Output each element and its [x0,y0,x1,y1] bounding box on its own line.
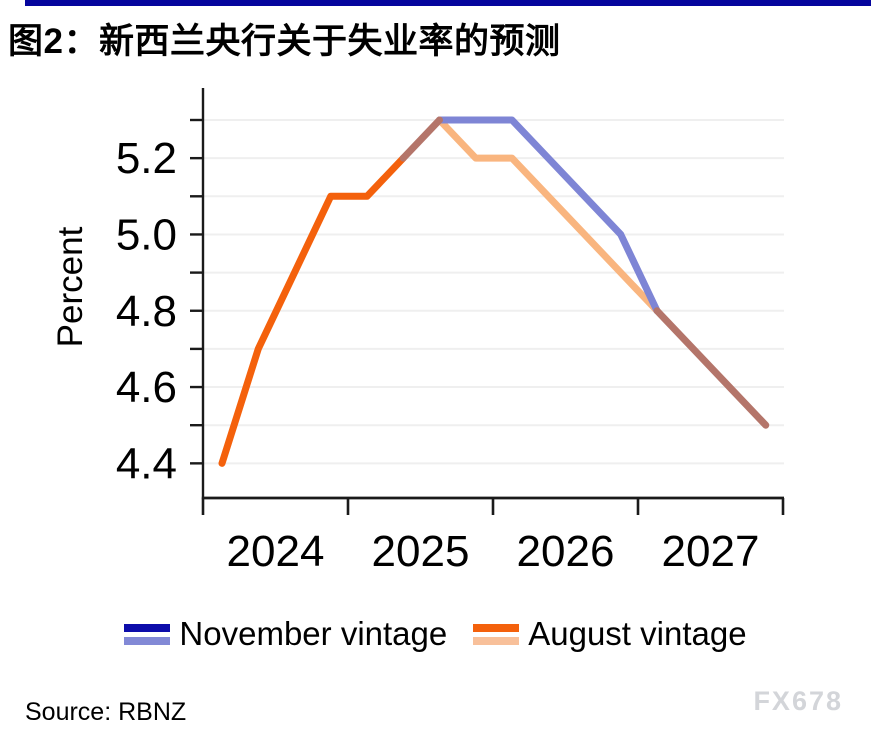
x-tick-label: 2024 [227,527,325,576]
november-history-swatch [124,623,171,632]
august-history-swatch [473,623,520,632]
series-segment-august-history [218,154,407,467]
y-tick-label: 4.8 [116,287,177,336]
legend-label-august: August vintage [528,615,747,652]
page-title: 图2：新西兰央行关于失业率的预测 [8,22,561,61]
watermark: FX678 [753,686,843,716]
x-tick-label: 2027 [662,527,760,576]
series-segment-august-forecast [436,116,661,315]
november-line-icon [124,623,171,645]
y-tick-label: 4.4 [116,439,177,488]
source-text: Source: RBNZ [25,698,187,726]
unemployment-forecast-chart: 5.2 5.0 4.8 4.6 4.4 2024 2025 2026 2027 Percent [51,88,785,576]
chart-legend: November vintage August vintage [0,614,871,654]
legend-label-november: November vintage [179,615,448,652]
y-tick-label: 4.6 [116,363,177,412]
top-accent-bar [25,0,871,6]
legend-item-august: August vintage [473,614,747,654]
x-tick-label: 2026 [517,527,615,576]
august-forecast-swatch [473,636,520,645]
series-segment-overlap-rise [399,116,443,162]
y-axis-title: Percent [51,226,90,347]
x-tick-label: 2025 [372,527,470,576]
y-tick-label: 5.2 [116,134,177,183]
series-segment-overlap-tail [653,307,770,429]
y-tick-label: 5.0 [116,210,177,259]
august-line-icon [473,623,520,645]
november-forecast-swatch [124,636,171,645]
series-segment-november-forecast [436,116,661,315]
legend-item-november: November vintage [124,614,447,654]
